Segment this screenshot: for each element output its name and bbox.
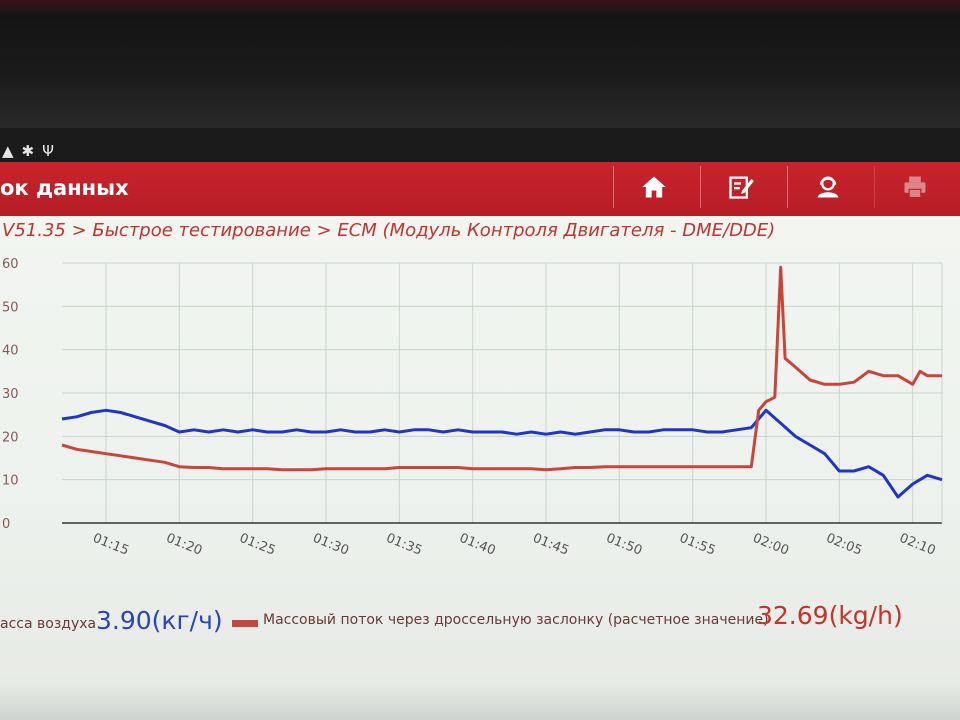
x-tick-label: 01:15 [91, 531, 131, 559]
y-tick-label: 20 [2, 430, 19, 445]
x-tick-label: 01:20 [164, 531, 204, 559]
edit-report-icon [729, 176, 754, 199]
page-title: ок данных [0, 176, 129, 200]
printer-icon [904, 176, 926, 199]
y-tick-label: 50 [2, 300, 19, 315]
warning-icon: ▲ [2, 142, 14, 160]
y-tick-label: 60 [2, 257, 19, 272]
support-button[interactable] [787, 166, 868, 208]
x-tick-label: 01:55 [677, 531, 717, 559]
device-bezel-top [0, 0, 960, 130]
usb-icon: Ψ [42, 142, 54, 160]
legend-series2-label: Массовый поток через дроссельную заслонк… [263, 612, 769, 628]
support-user-icon [817, 176, 839, 198]
status-bar: ▲ ✱ Ψ [0, 128, 960, 162]
x-tick-label: 02:00 [751, 531, 791, 559]
series-throttle-flow-line [61, 265, 942, 472]
tablet-screen: ▲ ✱ Ψ ок данных [0, 128, 960, 720]
bluetooth-icon: ✱ [21, 142, 35, 160]
legend-series2-value: 32.69(kg/h) [757, 601, 903, 630]
x-tick-label: 01:30 [311, 531, 351, 559]
app-header: ок данных [0, 162, 960, 216]
x-tick-label: 01:50 [604, 531, 644, 559]
y-tick-label: 0 [2, 517, 10, 532]
x-tick-label: 01:45 [531, 531, 571, 559]
y-tick-label: 40 [2, 344, 19, 359]
breadcrumb: V51.35 > Быстрое тестирование > ECM (Мод… [2, 220, 776, 241]
print-button[interactable] [874, 166, 955, 208]
line-chart: 0 10 20 30 40 50 60 01:15 01:20 01:25 01:30 01:35 01… [2, 257, 943, 559]
x-tick-label: 02:10 [897, 531, 937, 559]
device-bezel-bottom [0, 680, 960, 720]
series-air-mass-line [61, 408, 943, 499]
home-icon [642, 176, 666, 198]
x-tick-label: 01:35 [384, 531, 424, 559]
x-tick-label: 02:05 [824, 531, 864, 559]
legend-series1-value: 3.90(кг/ч) [96, 606, 223, 635]
home-button[interactable] [613, 166, 694, 208]
y-tick-label: 30 [2, 387, 19, 402]
x-tick-label: 01:40 [457, 531, 497, 559]
chart-legend: асса воздуха 3.90(кг/ч) Массовый поток ч… [0, 598, 960, 638]
legend-series2-swatch [232, 620, 258, 627]
x-tick-label: 01:25 [237, 531, 277, 559]
y-tick-label: 10 [2, 474, 19, 489]
report-button[interactable] [700, 166, 781, 208]
legend-series1-label: асса воздуха [0, 616, 97, 632]
